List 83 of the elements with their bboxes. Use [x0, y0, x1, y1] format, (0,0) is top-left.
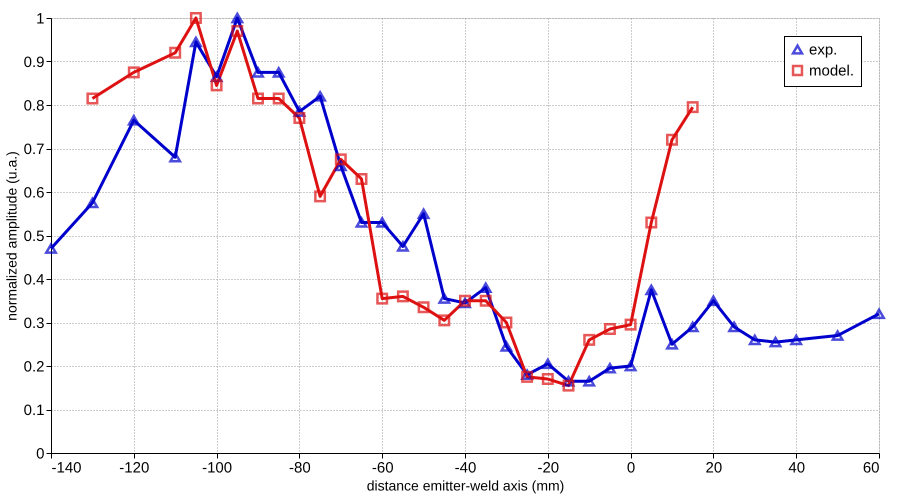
point — [790, 334, 802, 346]
y-tick-label: 1 — [36, 10, 44, 28]
point — [583, 376, 596, 387]
point — [314, 90, 326, 102]
point — [832, 330, 844, 341]
point — [190, 36, 202, 48]
x-axis-title: distance emitter-weld axis (mm) — [366, 478, 564, 494]
point — [480, 282, 492, 294]
point — [645, 284, 658, 296]
point — [542, 358, 554, 370]
point — [190, 12, 202, 24]
point — [376, 292, 388, 305]
point — [645, 216, 658, 228]
point — [210, 79, 223, 92]
y-tick-label: 0.3 — [24, 315, 44, 332]
x-tick-label: -140 — [52, 460, 82, 476]
point — [770, 336, 782, 348]
point — [252, 92, 264, 104]
point — [666, 338, 678, 350]
y-tick-label: 0.2 — [24, 358, 44, 376]
point — [314, 190, 326, 202]
x-tick-label: 60 — [862, 460, 880, 476]
point — [272, 92, 285, 104]
point — [334, 153, 347, 166]
point — [686, 101, 699, 114]
point — [169, 46, 182, 59]
point — [583, 334, 596, 346]
point — [418, 208, 430, 220]
y-tick-label: 0.5 — [24, 228, 44, 245]
point — [666, 134, 678, 146]
point — [728, 321, 740, 332]
x-tick-label: 40 — [788, 460, 806, 476]
point — [231, 12, 244, 24]
x-tick-label: 20 — [706, 460, 722, 476]
y-axis-title: normalized amplitude (u.a.) — [4, 151, 20, 321]
point — [272, 67, 285, 78]
y-tick-label: 0 — [36, 446, 44, 462]
point — [748, 334, 761, 346]
point — [356, 217, 368, 228]
x-tick-label: -120 — [119, 460, 150, 476]
x-tick-label: -60 — [372, 460, 394, 476]
x-tick-label: -100 — [202, 460, 232, 476]
point — [562, 380, 574, 392]
point — [521, 370, 534, 383]
legend-label: model. — [809, 62, 854, 80]
point — [707, 295, 720, 306]
point — [231, 25, 244, 38]
y-tick-label: 0.8 — [24, 98, 44, 114]
y-tick-label: 0.1 — [24, 402, 44, 419]
y-tick-label: 0.6 — [24, 184, 44, 202]
point — [686, 321, 699, 332]
point — [396, 241, 409, 252]
point — [376, 217, 388, 228]
legend-label: exp. — [809, 42, 838, 58]
point — [604, 323, 616, 336]
x-tick-label: 0 — [626, 460, 636, 476]
point — [169, 152, 182, 163]
point — [252, 67, 264, 78]
point — [624, 360, 637, 372]
x-tick-label: -40 — [454, 460, 476, 476]
point — [86, 92, 98, 104]
point — [624, 318, 637, 331]
point — [396, 290, 409, 302]
point — [356, 172, 368, 185]
point — [542, 373, 554, 386]
y-tick-label: 0.9 — [24, 54, 44, 71]
point — [873, 308, 885, 320]
point — [604, 362, 616, 374]
point — [500, 341, 512, 352]
point — [45, 243, 57, 254]
point — [293, 112, 306, 124]
point — [438, 314, 450, 326]
point — [418, 301, 430, 314]
y-tick-label: 0.7 — [24, 141, 44, 158]
point — [128, 114, 140, 126]
point — [128, 66, 140, 78]
y-tick-label: 0.4 — [24, 272, 44, 288]
x-tick-label: -20 — [537, 460, 560, 476]
x-tick-label: -80 — [289, 460, 311, 476]
point — [438, 293, 450, 304]
point — [500, 316, 512, 328]
point — [480, 294, 492, 307]
point — [86, 198, 98, 208]
